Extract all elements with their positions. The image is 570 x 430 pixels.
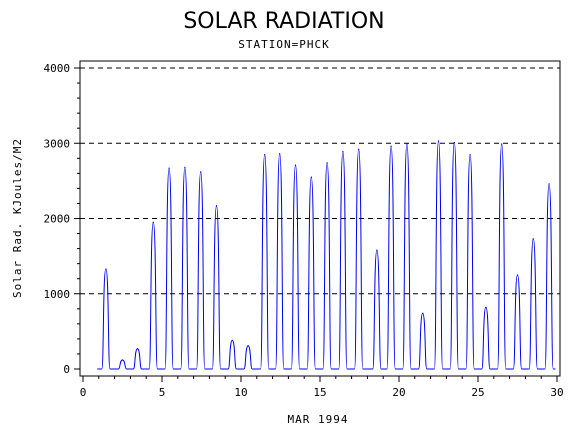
data-point-13: [310, 176, 312, 178]
data-point-9: [247, 345, 249, 347]
data-point-21: [437, 140, 440, 142]
chart-subtitle: STATION=PHCK: [238, 38, 329, 51]
x-tick-label: 25: [471, 386, 484, 399]
data-point-20: [422, 312, 424, 314]
data-point-8: [231, 339, 233, 342]
data-point-23: [469, 153, 471, 156]
y-tick-label: 1000: [44, 288, 71, 301]
data-point-10: [264, 153, 266, 156]
x-tick-label: 0: [80, 386, 87, 399]
y-axis-ticks: 0 1000 2000 3000 4000: [44, 62, 80, 376]
data-point-27: [532, 238, 534, 240]
data-point-11: [279, 153, 281, 155]
x-tick-label: 10: [234, 386, 247, 399]
data-point-1: [121, 359, 124, 361]
series-group: [97, 140, 556, 370]
data-point-5: [184, 166, 186, 168]
x-tick-label: 20: [392, 386, 405, 399]
x-axis-label: MAR 1994: [288, 413, 349, 426]
data-point-12: [294, 164, 297, 166]
data-point-15: [342, 150, 344, 153]
solar-radiation-line: [97, 140, 556, 370]
data-point-4: [168, 167, 170, 169]
chart-title: SOLAR RADIATION: [183, 9, 384, 34]
data-point-24: [485, 306, 487, 308]
data-point-2: [136, 348, 139, 350]
data-point-7: [215, 205, 218, 207]
data-point-16: [358, 148, 360, 150]
y-axis-label: Solar Rad. KJoules/M2: [11, 138, 24, 298]
data-point-3: [152, 221, 154, 223]
data-point-17: [376, 249, 378, 251]
y-tick-label: 0: [63, 363, 70, 376]
data-point-14: [326, 162, 328, 164]
data-point-28: [548, 183, 550, 185]
y-tick-label: 3000: [44, 137, 71, 150]
data-point-18: [390, 145, 392, 147]
x-tick-label: 30: [550, 386, 563, 399]
y-tick-label: 4000: [44, 62, 71, 75]
x-tick-label: 5: [159, 386, 166, 399]
x-tick-label: 15: [313, 386, 326, 399]
x-axis-ticks: 0 5 10 15 20 25 30: [80, 376, 564, 399]
data-point-26: [516, 274, 519, 276]
data-point-0: [105, 268, 107, 270]
data-point-6: [200, 171, 202, 173]
grid-lines: [80, 67, 560, 295]
data-point-19: [406, 143, 408, 145]
y-tick-label: 2000: [44, 213, 71, 226]
data-point-22: [453, 141, 455, 144]
data-point-25: [501, 143, 503, 145]
